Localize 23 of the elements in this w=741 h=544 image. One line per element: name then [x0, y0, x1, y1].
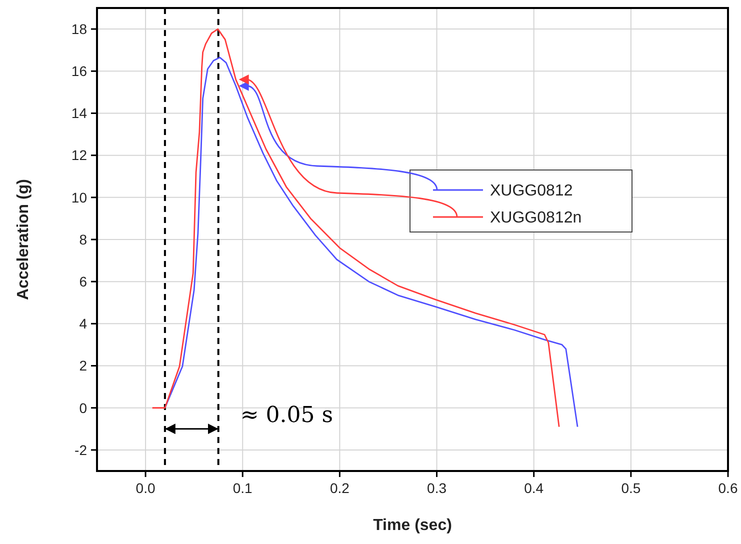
x-tick-label: 0.0: [136, 480, 156, 496]
annotation: ≈ 0.05 s: [240, 402, 334, 428]
y-axis-title: Acceleration (g): [15, 179, 32, 300]
y-tick-label: 4: [79, 316, 88, 332]
y-tick-label: 16: [71, 63, 88, 80]
x-axis-title: Time (sec): [373, 517, 452, 534]
y-tick-label: 8: [79, 231, 88, 248]
y-tick-label: 10: [71, 189, 88, 206]
x-tick-label: 0.1: [232, 480, 253, 496]
x-tick-label: 0.4: [524, 480, 544, 496]
y-tick-label: 14: [71, 105, 88, 122]
legend-label: XUGG0812: [490, 182, 573, 200]
y-tick-label: -2: [74, 442, 88, 458]
legend-label: XUGG0812n: [490, 210, 582, 227]
x-tick-label: 0.3: [427, 480, 447, 496]
y-tick-label: 0: [79, 400, 88, 416]
y-tick-label: 2: [79, 358, 88, 374]
y-tick-label: 18: [71, 20, 88, 37]
x-tick-label: 0.2: [330, 480, 350, 496]
x-tick-label: 0.6: [718, 480, 738, 496]
x-tick-label: 0.5: [621, 480, 641, 496]
y-tick-label: 12: [71, 147, 88, 164]
y-tick-label: 6: [79, 273, 88, 290]
